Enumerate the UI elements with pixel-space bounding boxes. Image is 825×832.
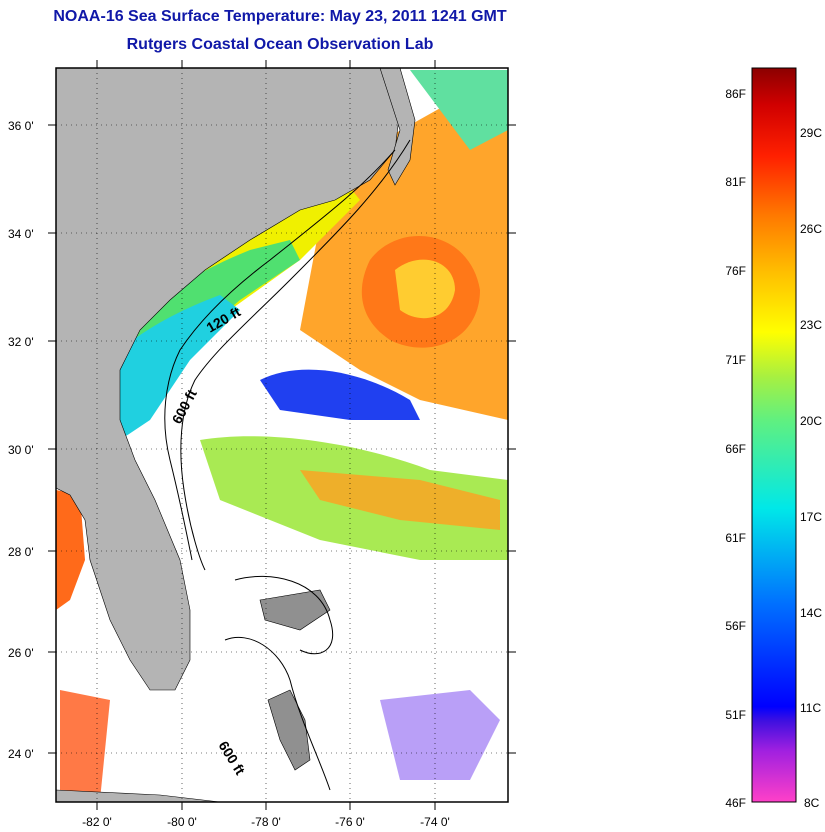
colorbar-celsius-labels: 29C 26C 23C 20C 17C 14C 11C 8C: [800, 126, 822, 810]
lon-label-76: -76 0': [335, 815, 365, 829]
cbar-c-11: 11C: [800, 701, 821, 715]
lon-label-78: -78 0': [251, 815, 281, 829]
lon-label-74: -74 0': [420, 815, 450, 829]
sst-warm-core: [395, 259, 455, 319]
isobath-600ft: [180, 139, 411, 571]
isobath-120ft: [164, 149, 396, 561]
graticule: [56, 68, 508, 802]
lat-label-28: 28 0': [8, 545, 34, 559]
sst-northern-green: [410, 70, 508, 150]
lat-label-30: 30 0': [8, 443, 34, 457]
cbar-c-8: 8C: [804, 796, 820, 810]
cbar-f-71: 71F: [725, 353, 746, 367]
lon-label-82: -82 0': [82, 815, 112, 829]
cbar-f-86: 86F: [725, 87, 746, 101]
sst-orange-south: [300, 470, 500, 530]
cbar-f-51: 51F: [725, 708, 746, 722]
colorbar-fahrenheit-labels: 86F 81F 76F 71F 66F 61F 56F 51F 46F: [725, 87, 746, 810]
map-frame: [55, 67, 509, 803]
isobath-bahamas: [224, 575, 334, 791]
land-outer-banks: [379, 68, 416, 186]
lat-axis: [48, 124, 516, 754]
sst-bahamas-purple: [380, 690, 500, 780]
map-plot-area: [56, 68, 508, 802]
cbar-f-66: 66F: [725, 442, 746, 456]
cbar-f-61: 61F: [725, 531, 746, 545]
cbar-f-76: 76F: [725, 264, 746, 278]
lon-label-80: -80 0': [167, 815, 197, 829]
cbar-f-46: 46F: [725, 796, 746, 810]
lat-label-26: 26 0': [8, 646, 34, 660]
cbar-c-14: 14C: [800, 606, 822, 620]
lon-axis: [96, 60, 436, 810]
cbar-c-20: 20C: [800, 414, 822, 428]
land-southeast-us: [56, 68, 401, 691]
sst-keys-warm: [60, 690, 110, 802]
lat-label-34: 34 0': [8, 227, 34, 241]
lat-label-36: 36 0': [8, 119, 34, 133]
map-subtitle: Rutgers Coastal Ocean Observation Lab: [126, 36, 434, 53]
cbar-f-56: 56F: [725, 619, 746, 633]
lat-label-24: 24 0': [8, 747, 34, 761]
cbar-c-26: 26C: [800, 222, 822, 236]
sst-florida-gulf: [56, 490, 85, 610]
colorbar: [751, 67, 797, 803]
land-grand-bahama: [259, 589, 331, 631]
cbar-c-23: 23C: [800, 318, 822, 332]
lat-label-32: 32 0': [8, 335, 34, 349]
sst-cyan-band: [110, 295, 240, 440]
map-title: NOAA-16 Sea Surface Temperature: May 23,…: [53, 8, 507, 25]
sst-blue-band: [260, 369, 420, 420]
cbar-f-81: 81F: [725, 175, 746, 189]
cbar-c-29: 29C: [800, 126, 822, 140]
cbar-c-17: 17C: [800, 510, 822, 524]
